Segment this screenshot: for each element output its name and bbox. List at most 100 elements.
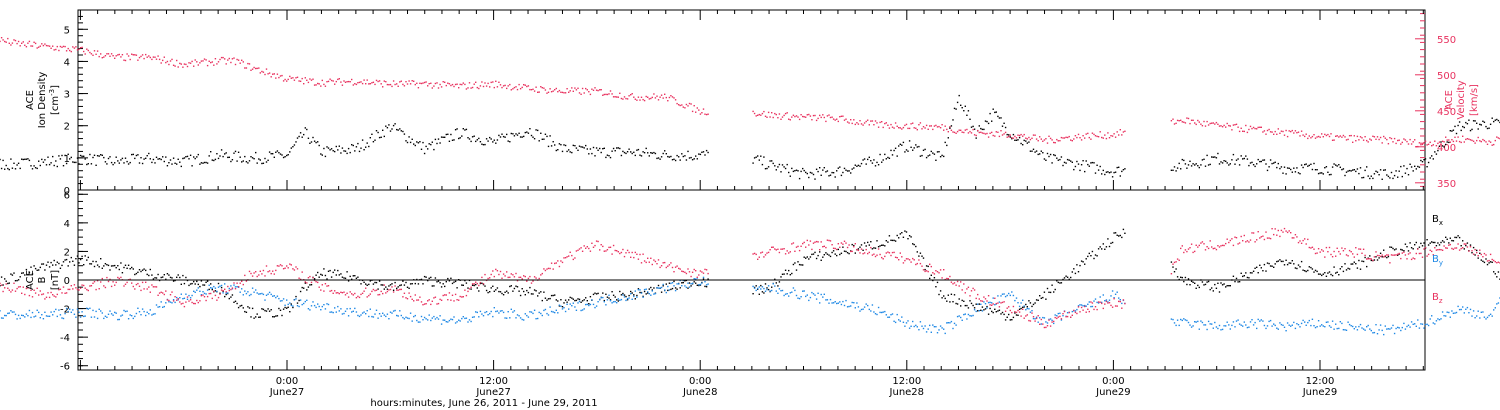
bx-point [397, 286, 399, 288]
velocity-point [396, 83, 398, 85]
bx-point [250, 316, 252, 318]
bx-point [100, 258, 102, 260]
by-point [273, 295, 275, 297]
velocity-point [688, 102, 691, 105]
velocity-point [1004, 131, 1007, 134]
ion-density-point [388, 124, 390, 126]
bx-point [950, 293, 953, 295]
bx-point [518, 290, 520, 292]
velocity-point [625, 97, 627, 100]
ion-density-point [493, 139, 495, 141]
by-point [358, 315, 361, 318]
bx-point [171, 277, 173, 279]
velocity-point [1452, 140, 1455, 143]
ion-density-point [1476, 122, 1478, 124]
velocity-point [992, 134, 994, 137]
by-point [256, 292, 258, 294]
ion-density-point [1012, 133, 1015, 136]
velocity-point [1101, 136, 1103, 139]
by-point [337, 305, 339, 308]
bx-point [1465, 244, 1467, 247]
velocity-point [606, 93, 609, 96]
bx-point [58, 262, 60, 265]
ion-density-point [947, 137, 949, 139]
bx-point [602, 292, 604, 294]
ion-density-point [275, 151, 277, 153]
bx-point [349, 275, 351, 278]
velocity-point [986, 132, 988, 135]
velocity-point [203, 58, 206, 60]
by-point [304, 300, 306, 303]
by-point [114, 311, 116, 314]
velocity-point [970, 132, 973, 134]
ion-density-point [524, 131, 526, 134]
velocity-point [365, 83, 367, 85]
ion-density-point [65, 162, 68, 165]
ion-density-point [303, 133, 305, 136]
ion-density-point [202, 162, 204, 164]
velocity-point [1107, 132, 1109, 134]
velocity-point [681, 104, 683, 106]
by-point [258, 293, 260, 295]
ion-density-point [563, 144, 565, 146]
bx-point [13, 272, 15, 274]
bx-point [1440, 241, 1442, 244]
bx-point [1034, 302, 1036, 304]
by-point [334, 307, 336, 309]
bx-point [179, 276, 181, 279]
ion-density-point [863, 158, 866, 160]
ion-density-point [386, 127, 389, 129]
ion-density-point [284, 156, 286, 158]
velocity-point [789, 119, 791, 121]
ion-density-point [391, 128, 393, 130]
by-point [230, 285, 232, 287]
ion-density-point [482, 144, 485, 146]
bx-point [808, 258, 810, 260]
bx-point [1350, 263, 1352, 265]
bx-point [220, 286, 223, 289]
ion-density-point [1482, 120, 1484, 122]
velocity-point [600, 89, 602, 91]
bx-point [1262, 270, 1264, 272]
velocity-point [38, 46, 40, 48]
velocity-point [338, 78, 340, 80]
velocity-point [140, 55, 142, 58]
by-point [369, 308, 371, 310]
velocity-point [1271, 131, 1273, 133]
velocity-point [902, 126, 905, 129]
bx-point [825, 252, 827, 254]
ion-density-point [120, 159, 122, 161]
bx-point [340, 273, 342, 275]
velocity-point [131, 53, 133, 55]
ion-density-point [846, 170, 849, 172]
velocity-point [555, 87, 557, 90]
bx-point [986, 305, 988, 308]
ion-density-point [1376, 171, 1379, 173]
bx-point [298, 299, 300, 302]
velocity-point [1457, 136, 1459, 138]
velocity-point [450, 84, 452, 87]
ion-density-point [132, 153, 134, 156]
ion-density-point [194, 157, 196, 160]
by-point [123, 309, 125, 312]
ion-density-point [956, 101, 959, 104]
ion-density-point [1324, 167, 1326, 169]
velocity-point [299, 80, 302, 82]
ion-density-point [1077, 163, 1080, 165]
bx-point [237, 306, 240, 309]
bx-point [31, 273, 34, 275]
velocity-point [1362, 139, 1365, 141]
velocity-point [1183, 121, 1185, 123]
by-point [299, 299, 302, 301]
velocity-point [1344, 136, 1346, 138]
velocity-point [451, 83, 454, 86]
velocity-point [535, 86, 537, 88]
bx-point [862, 249, 864, 251]
ion-density-point [1245, 155, 1247, 157]
by-point [321, 305, 323, 308]
bx-point [1082, 261, 1084, 263]
bx-point [408, 287, 410, 289]
ion-density-point [312, 136, 314, 139]
velocity-point [423, 81, 426, 84]
velocity-point [1122, 131, 1125, 133]
